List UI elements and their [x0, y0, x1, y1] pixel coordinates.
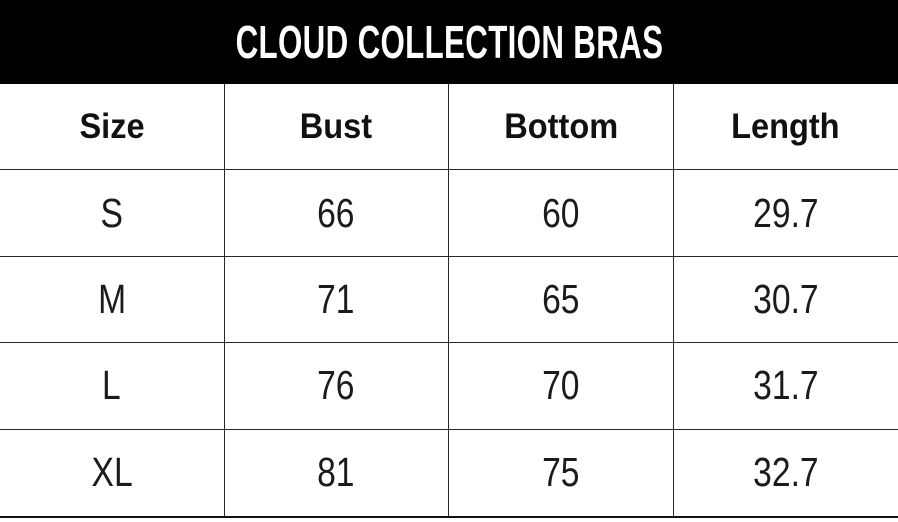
column-header-bust: Bust: [224, 84, 449, 171]
column-header-label: Size: [79, 106, 145, 146]
measurement-value: 70: [542, 362, 580, 409]
measurement-value: 66: [317, 189, 355, 236]
table-cell: 65: [449, 256, 674, 344]
table-cell: 76: [224, 343, 449, 430]
table-cell: XL: [0, 429, 225, 516]
table-cell: M: [0, 256, 225, 344]
table-cell: 81: [225, 429, 449, 516]
table-cell: 31.7: [673, 343, 898, 430]
size-table: Size Bust Bottom Length S 66 60 29.7 M 71 65 30…: [0, 84, 898, 518]
column-header-size: Size: [0, 84, 225, 171]
size-value: S: [100, 189, 123, 236]
measurement-value: 29.7: [753, 189, 819, 236]
table-cell: 70: [449, 343, 674, 430]
table-cell: L: [0, 343, 225, 430]
measurement-value: 31.7: [753, 362, 819, 409]
measurement-value: 65: [542, 275, 580, 322]
column-header-bottom: Bottom: [449, 84, 674, 171]
measurement-value: 32.7: [753, 449, 819, 496]
measurement-value: 81: [317, 449, 355, 496]
table-cell: 66: [224, 170, 449, 257]
measurement-value: 30.7: [753, 275, 819, 322]
column-header-length: Length: [673, 84, 898, 171]
size-value: L: [102, 362, 122, 409]
table-cell: S: [0, 170, 225, 257]
page-title: CLOUD COLLECTION BRAS: [235, 16, 663, 68]
measurement-value: 60: [542, 189, 580, 236]
measurement-value: 71: [317, 275, 355, 322]
column-header-label: Bust: [300, 106, 373, 146]
title-bar: CLOUD COLLECTION BRAS: [0, 0, 898, 84]
table-cell: 60: [449, 170, 674, 257]
table-cell: 75: [449, 429, 674, 516]
table-cell: 71: [224, 256, 449, 344]
table-cell: 29.7: [673, 170, 898, 257]
column-header-label: Bottom: [503, 106, 618, 146]
table-cell: 30.7: [673, 257, 898, 344]
size-value: XL: [91, 449, 133, 496]
measurement-value: 76: [317, 362, 355, 409]
table-cell: 32.7: [674, 430, 898, 516]
measurement-value: 75: [542, 449, 580, 496]
size-value: M: [97, 275, 126, 322]
column-header-label: Length: [731, 106, 840, 146]
